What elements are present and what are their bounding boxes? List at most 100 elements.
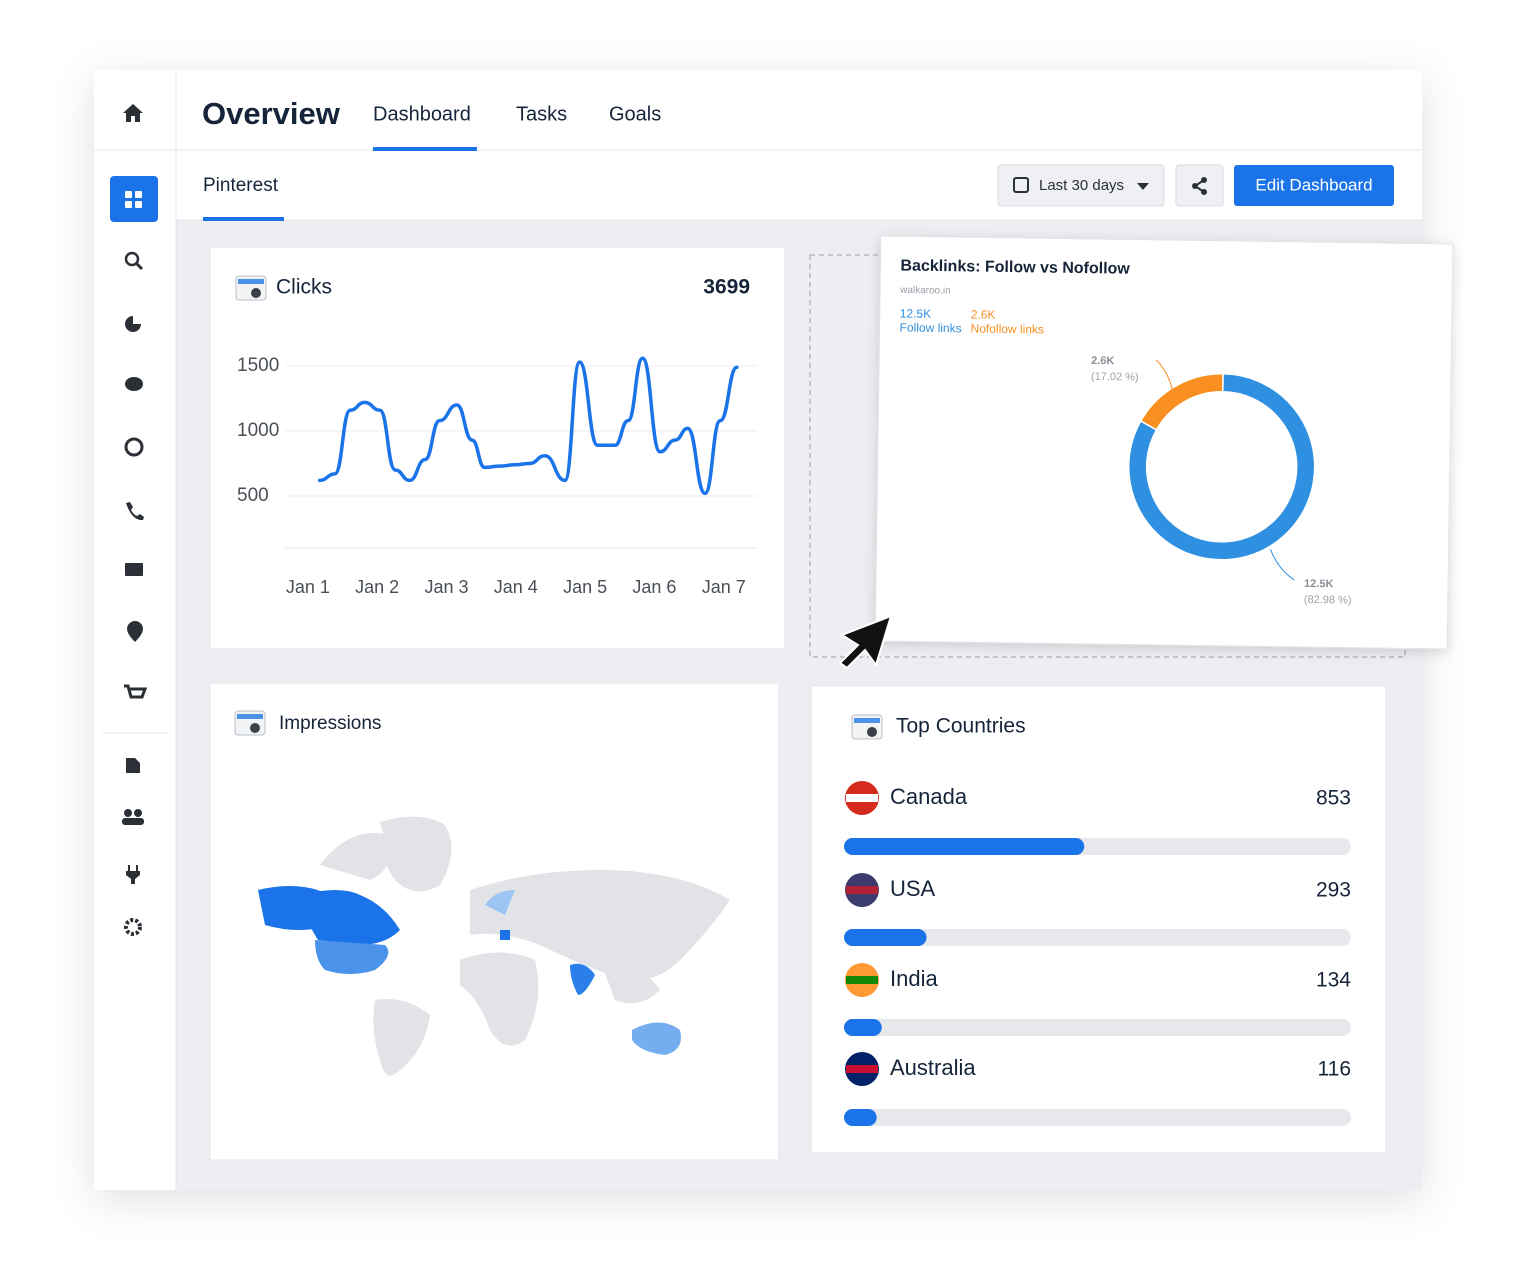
nav-tab[interactable]: Tasks xyxy=(516,103,567,125)
widget-title: Clicks xyxy=(276,276,332,299)
donut-slice xyxy=(1127,373,1316,561)
bar xyxy=(844,929,927,946)
donut-slice xyxy=(1139,373,1224,431)
flag-stripe xyxy=(846,886,878,894)
share-button[interactable] xyxy=(1175,164,1224,207)
country-highlight xyxy=(500,930,510,940)
subnav-tab[interactable]: Pinterest xyxy=(203,175,279,196)
edit-dashboard-button[interactable] xyxy=(1234,165,1394,206)
callout-percent: (17.02 %) xyxy=(1091,371,1139,384)
dashboard-icon-bg[interactable] xyxy=(110,176,158,222)
canada xyxy=(300,890,400,945)
country-value: 293 xyxy=(1316,879,1351,902)
legend-count: 2.6K xyxy=(971,307,996,321)
countries-card xyxy=(810,685,1387,1154)
flag-stripe xyxy=(846,794,878,802)
widget-icon-bar xyxy=(854,718,880,723)
x-tick-label: Jan 3 xyxy=(424,577,468,597)
flag-stripe xyxy=(846,1065,878,1073)
widget-title: Backlinks: Follow vs Nofollow xyxy=(900,258,1130,278)
callout-line xyxy=(1155,359,1175,396)
edit-dashboard-label: Edit Dashboard xyxy=(1255,175,1372,194)
date-range-button[interactable] xyxy=(997,164,1165,207)
country-value: 134 xyxy=(1316,969,1351,992)
search-icon[interactable] xyxy=(124,251,140,267)
bar xyxy=(844,1019,882,1036)
reports-icon[interactable] xyxy=(125,316,141,332)
backlinks-card[interactable] xyxy=(874,235,1454,650)
x-tick-label: Jan 5 xyxy=(563,577,607,597)
x-tick-label: Jan 6 xyxy=(632,577,676,597)
country-value: 853 xyxy=(1316,787,1351,810)
widget-title: Top Countries xyxy=(896,715,1026,738)
cart-icon[interactable] xyxy=(124,684,148,699)
country-name: Australia xyxy=(890,1055,976,1080)
country-name: USA xyxy=(890,876,936,901)
backlinks-card-group: Backlinks: Follow vs Nofollow walkaroo.i… xyxy=(874,235,1454,650)
callout-count: 2.6K xyxy=(1091,355,1114,367)
bar xyxy=(844,838,1085,855)
widget-icon-bar xyxy=(237,714,263,719)
dropdown-caret xyxy=(1137,183,1149,190)
file-icon[interactable] xyxy=(126,758,140,773)
legend-label: Nofollow links xyxy=(971,321,1045,336)
india xyxy=(570,963,595,995)
active-tab-underline xyxy=(373,147,477,151)
callout-line xyxy=(1270,549,1295,581)
legend-count: 12.5K xyxy=(900,306,932,320)
subnav-underline xyxy=(203,217,284,221)
widget-icon-dot xyxy=(867,727,877,737)
y-tick-label: 500 xyxy=(237,485,269,506)
widget-icon-dot xyxy=(251,288,261,298)
countries-chart: Canada 853 USA 293 India 134 Australia 116 xyxy=(844,781,1351,1126)
mail-icon[interactable] xyxy=(125,563,143,576)
phone-icon[interactable] xyxy=(126,502,144,521)
nav-tab[interactable]: Goals xyxy=(609,103,661,125)
x-tick-label: Jan 1 xyxy=(286,577,330,597)
callout-percent: (82.98 %) xyxy=(1304,594,1352,607)
seo-icon[interactable] xyxy=(124,437,144,457)
clicks-chart: 500 1000 1500 Jan 1 Jan 2 Jan 3 Jan 4 Jan 5 Jan … xyxy=(237,355,757,597)
widget-icons xyxy=(234,275,883,740)
clicks-card xyxy=(209,246,786,650)
settings-icon[interactable] xyxy=(124,918,142,936)
cursor xyxy=(838,614,893,670)
share-icon-lines xyxy=(1193,179,1205,193)
x-tick-label: Jan 2 xyxy=(355,577,399,597)
bar xyxy=(844,1109,877,1126)
land xyxy=(320,816,730,1076)
home-icon[interactable] xyxy=(123,104,143,122)
clicks-total: 3699 xyxy=(703,276,750,299)
nav-tab[interactable]: Dashboard xyxy=(373,103,471,125)
clicks-line xyxy=(317,356,739,496)
usa xyxy=(315,940,389,974)
chat-icon[interactable] xyxy=(125,377,143,391)
widget-title: Impressions xyxy=(279,713,381,734)
country-value: 116 xyxy=(1318,1058,1351,1081)
callout-count: 12.5K xyxy=(1304,578,1334,590)
flag-stripe xyxy=(846,976,878,984)
users-icon[interactable] xyxy=(122,809,144,825)
search-icon-handle xyxy=(134,261,144,271)
dashboard-icon[interactable] xyxy=(125,191,142,208)
scandinavia xyxy=(485,890,515,915)
page-title: Overview xyxy=(202,96,341,131)
widget-icon-dot xyxy=(250,723,260,733)
location-icon[interactable] xyxy=(127,621,143,642)
x-tick-label: Jan 4 xyxy=(494,577,538,597)
legend-label: Follow links xyxy=(900,320,962,335)
bar-track xyxy=(844,1019,1351,1036)
y-tick-label: 1000 xyxy=(237,420,279,441)
country-name: Canada xyxy=(890,784,968,809)
widget-subtitle: walkaroo.in xyxy=(899,285,951,297)
x-tick-label: Jan 7 xyxy=(702,577,746,597)
y-tick-label: 1500 xyxy=(237,355,279,376)
australia xyxy=(632,1022,681,1055)
country-name: India xyxy=(890,966,938,991)
integrations-icon[interactable] xyxy=(126,865,140,884)
sidebar xyxy=(102,104,168,936)
world-map xyxy=(258,816,730,1076)
